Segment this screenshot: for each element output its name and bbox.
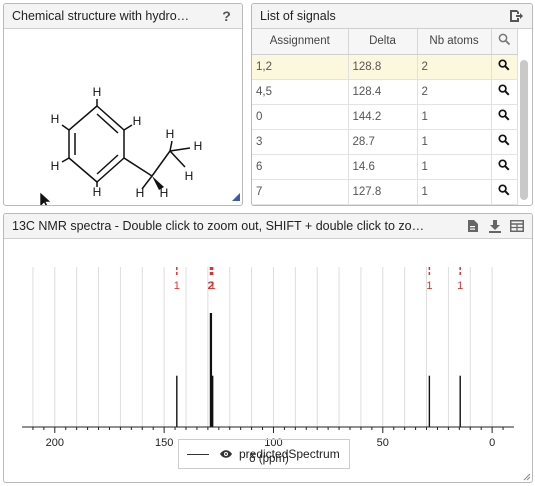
cell-nb-atoms: 2 (417, 54, 492, 80)
row-zoom-button[interactable] (491, 179, 518, 205)
column-header-nb-atoms[interactable]: Nb atoms (417, 29, 492, 55)
signals-panel: List of signals Assignment Delta Nb atom… (251, 3, 533, 206)
cell-delta: 14.6 (348, 154, 418, 180)
row-zoom-button[interactable] (491, 104, 518, 130)
cell-nb-atoms: 1 (417, 104, 492, 130)
molecule-drawing[interactable]: H H H H H H H H H H (4, 29, 242, 205)
download-icon[interactable] (487, 219, 502, 234)
peak-label: 1 (457, 280, 463, 292)
search-icon (498, 184, 510, 196)
atom-h: H (185, 169, 194, 183)
search-icon (498, 84, 510, 96)
structure-panel: Chemical structure with hydro… ? (3, 3, 243, 206)
spectrum-chart[interactable]: 1 221 1 1 200 150 100 50 0 δ (ppm) (4, 239, 532, 482)
wedge-bond (152, 176, 164, 190)
column-header-assignment[interactable]: Assignment (252, 29, 349, 55)
export-icon[interactable] (509, 9, 524, 24)
peak-label: 2 (207, 280, 213, 292)
table-header-row: Assignment Delta Nb atoms (252, 29, 518, 55)
table-scrollbar[interactable] (518, 31, 530, 203)
signals-panel-header: List of signals (252, 4, 532, 29)
peak-label: 2 (208, 280, 214, 292)
cell-delta: 128.4 (348, 79, 418, 105)
x-tick-label: 100 (264, 437, 282, 449)
atom-h: H (93, 85, 102, 99)
table-row[interactable]: 6 14.6 1 (252, 154, 518, 180)
x-tick-label: 150 (155, 437, 173, 449)
help-icon[interactable]: ? (222, 8, 231, 24)
peak-label: 1 (210, 280, 216, 292)
x-tick-label: 0 (489, 437, 495, 449)
document-icon[interactable] (465, 219, 480, 234)
x-tick-label: 50 (377, 437, 389, 449)
chart-legend[interactable]: predictedSpectrum (178, 439, 350, 469)
atom-h: H (51, 159, 60, 173)
cell-delta: 28.7 (348, 129, 418, 155)
atom-h: H (93, 185, 102, 199)
cell-nb-atoms: 2 (417, 79, 492, 105)
atom-h: H (133, 114, 142, 128)
cell-assignment: 4,5 (252, 79, 349, 105)
cell-nb-atoms: 1 (417, 154, 492, 180)
atom-h: H (136, 186, 145, 200)
search-icon (498, 159, 510, 171)
atom-h: H (51, 112, 60, 126)
atom-h: H (160, 186, 169, 200)
cell-assignment: 7 (252, 179, 349, 205)
cell-assignment: 3 (252, 129, 349, 155)
scrollbar-thumb[interactable] (520, 60, 528, 200)
atom-h: H (166, 127, 175, 141)
chart-peaks (176, 313, 461, 427)
table-row[interactable]: 7 127.8 1 (252, 179, 518, 205)
cursor-icon (39, 191, 52, 205)
structure-panel-header: Chemical structure with hydro… ? (4, 4, 242, 29)
spectrum-panel: 13C NMR spectra - Double click to zoom o… (3, 213, 533, 483)
table-row[interactable]: 0 144.2 1 (252, 104, 518, 130)
signals-table: Assignment Delta Nb atoms 1,2 128.8 2 4,5 12… (252, 29, 518, 205)
cell-assignment: 1,2 (252, 54, 349, 80)
chart-peak-labels: 1 221 1 1 (174, 267, 463, 292)
search-icon (498, 134, 510, 146)
column-header-search[interactable] (491, 29, 518, 55)
table-row[interactable]: 3 28.7 1 (252, 129, 518, 155)
spectrum-panel-header: 13C NMR spectra - Double click to zoom o… (4, 214, 532, 239)
cell-assignment: 6 (252, 154, 349, 180)
search-icon (498, 59, 510, 71)
molecule-bonds (61, 99, 191, 190)
cell-delta: 144.2 (348, 104, 418, 130)
legend-label: predictedSpectrum (239, 447, 340, 461)
peak-label: 1 (174, 280, 180, 292)
column-header-delta[interactable]: Delta (348, 29, 418, 55)
table-row[interactable]: 4,5 128.4 2 (252, 79, 518, 105)
x-axis-ticks: 200 150 100 50 0 (32, 427, 504, 449)
chart-grid (32, 267, 493, 427)
structure-panel-title: Chemical structure with hydro… (12, 9, 190, 23)
resize-handle-icon[interactable] (523, 473, 531, 481)
row-zoom-button[interactable] (491, 154, 518, 180)
x-tick-label: 200 (46, 437, 64, 449)
cell-delta: 128.8 (348, 54, 418, 80)
search-icon (498, 33, 510, 46)
signals-panel-title: List of signals (260, 9, 336, 23)
x-axis-label: δ (ppm) (249, 453, 289, 465)
spectrum-panel-title: 13C NMR spectra - Double click to zoom o… (12, 219, 425, 233)
legend-line-swatch (187, 453, 209, 455)
resize-corner-icon[interactable] (232, 193, 240, 201)
atom-h: H (194, 139, 203, 153)
table-row[interactable]: 1,2 128.8 2 (252, 54, 518, 80)
search-icon (498, 109, 510, 121)
row-zoom-button[interactable] (491, 129, 518, 155)
cell-assignment: 0 (252, 104, 349, 130)
row-zoom-button[interactable] (491, 54, 518, 80)
cell-nb-atoms: 1 (417, 179, 492, 205)
eye-icon[interactable] (219, 449, 233, 459)
table-icon[interactable] (509, 219, 524, 234)
cell-nb-atoms: 1 (417, 129, 492, 155)
row-zoom-button[interactable] (491, 79, 518, 105)
cell-delta: 127.8 (348, 179, 418, 205)
peak-label: 1 (426, 280, 432, 292)
